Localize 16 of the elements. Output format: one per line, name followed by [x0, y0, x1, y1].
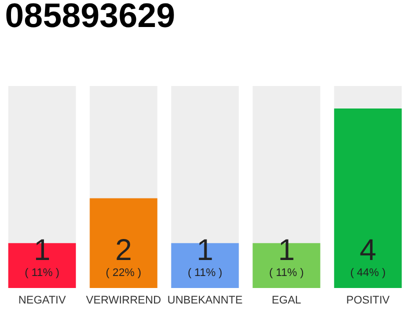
chart-title: 085893629	[5, 0, 176, 35]
x-tick-label: NEGATIV	[18, 294, 66, 306]
data-label: 1	[34, 234, 50, 267]
data-label: 1	[278, 234, 295, 267]
annotation: ( 44% )	[350, 267, 386, 279]
x-tick-label: POSITIV	[346, 294, 390, 306]
x-tick-label: UNBEKANNTE	[167, 294, 243, 306]
annotation: ( 11% )	[24, 267, 60, 279]
x-tick-label: EGAL	[272, 294, 302, 306]
annotation: ( 22% )	[106, 267, 142, 279]
data-label: 4	[360, 234, 376, 267]
annotation: ( 11% )	[188, 267, 222, 279]
data-label: 1	[196, 234, 214, 267]
data-label: 2	[115, 234, 132, 267]
annotation: ( 11% )	[269, 267, 304, 279]
x-tick-label: VERWIRREND	[86, 294, 162, 306]
